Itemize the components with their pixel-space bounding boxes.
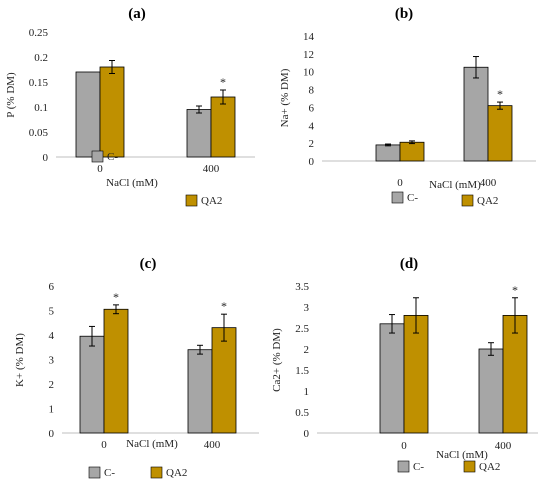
bar-qa2-0 (403, 314, 429, 434)
panel-label: (a) (128, 6, 146, 22)
bar-c-minus-0 (79, 335, 105, 434)
legend-swatch (150, 466, 163, 479)
y-tick-label: 14 (303, 31, 315, 43)
bar-qa2-0 (99, 66, 125, 158)
y-tick-label: 12 (303, 49, 314, 61)
y-tick-label: 6 (309, 102, 315, 114)
significance-star: * (221, 299, 227, 313)
y-axis-label: Na+ (% DM) (279, 68, 291, 127)
y-tick-label: 0 (43, 152, 49, 164)
legend-swatch (185, 194, 198, 207)
bar-c-minus-400 (186, 109, 212, 158)
bar-qa2-400 (487, 105, 513, 162)
y-tick-label: 10 (303, 67, 315, 79)
y-tick-label: 2 (304, 344, 310, 356)
y-axis-label: K+ (% DM) (14, 333, 26, 387)
legend-label: C- (107, 151, 118, 163)
y-tick-label: 0.2 (34, 52, 48, 64)
bar-c-minus-400 (187, 349, 213, 434)
bar-qa2-400 (210, 96, 236, 158)
bar-c-minus-0 (375, 144, 401, 162)
significance-star: * (512, 283, 518, 297)
bar-qa2-0 (103, 308, 129, 434)
x-tick-label: 0 (397, 177, 403, 189)
y-tick-label: 0 (309, 156, 315, 168)
y-tick-label: 2.5 (295, 323, 309, 335)
panel-label: (b) (395, 6, 413, 22)
significance-star: * (497, 87, 503, 101)
y-tick-label: 0.05 (29, 127, 49, 139)
legend-swatch (91, 150, 104, 163)
y-tick-label: 4 (49, 330, 55, 342)
x-tick-label: 400 (203, 163, 220, 175)
x-axis-label: NaCl (mM) (429, 179, 481, 191)
y-axis-label: Ca2+ (% DM) (271, 328, 283, 392)
x-axis-label: NaCl (mM) (126, 438, 178, 450)
x-tick-label: 0 (101, 439, 107, 451)
y-tick-label: 0.1 (34, 102, 48, 114)
bar-qa2-400 (211, 327, 237, 434)
legend-label: C- (413, 461, 424, 473)
y-tick-label: 0.15 (29, 77, 49, 89)
y-tick-label: 0 (49, 428, 55, 440)
bar-c-minus-400 (478, 348, 504, 434)
x-tick-label: 400 (495, 440, 512, 452)
bar-c-minus-0 (75, 71, 101, 158)
y-tick-label: 1 (49, 404, 55, 416)
legend-swatch (463, 460, 476, 473)
significance-star: * (220, 75, 226, 89)
y-tick-label: 6 (49, 281, 55, 293)
x-tick-label: 400 (204, 439, 221, 451)
chart-panel-3: (d) 0 0.5 1 1.5 2 2.5 3 3.5 0 400 * NaCl (mM) Ca2+ (%… (271, 256, 538, 473)
x-tick-label: 0 (97, 163, 103, 175)
legend-swatch (397, 460, 410, 473)
y-tick-label: 3.5 (295, 281, 309, 293)
legend-label: QA2 (477, 195, 498, 207)
y-tick-label: 3 (49, 355, 55, 367)
legend-label: C- (407, 192, 418, 204)
bar-qa2-400 (502, 314, 528, 434)
y-tick-label: 2 (49, 379, 55, 391)
legend-label: QA2 (201, 195, 222, 207)
panel-label: (d) (400, 256, 418, 272)
legend-label: C- (104, 467, 115, 479)
legend-swatch (88, 466, 101, 479)
y-tick-label: 0 (304, 428, 310, 440)
panel-label: (c) (140, 256, 157, 272)
x-axis-label: NaCl (mM) (106, 177, 158, 189)
y-tick-label: 5 (49, 306, 55, 318)
y-tick-label: 4 (309, 120, 315, 132)
y-tick-label: 1.5 (295, 365, 309, 377)
bar-c-minus-400 (463, 66, 489, 162)
bar-c-minus-0 (379, 323, 405, 434)
chart-panel-0: (a) 0 0.05 0.1 0.15 0.2 0.25 0 400 * NaCl (mM) P (%… (5, 6, 255, 207)
x-axis-label: NaCl (mM) (436, 449, 488, 461)
y-tick-label: 3 (304, 302, 310, 314)
chart-panel-2: (c) 0 1 2 3 4 5 6 0 400 * * NaCl (mM) K+ (% DM) C- QA2 (14, 256, 259, 479)
y-tick-label: 8 (309, 85, 315, 97)
bar-qa2-0 (399, 141, 425, 162)
legend-label: QA2 (479, 461, 500, 473)
chart-panel-1: (b) 0 2 4 6 8 10 12 14 0 400 * NaCl (mM) Na+ (% DM) C-… (279, 6, 536, 207)
y-tick-label: 0.5 (295, 407, 309, 419)
legend-swatch (391, 191, 404, 204)
legend-label: QA2 (166, 467, 187, 479)
legend-swatch (461, 194, 474, 207)
significance-star: * (113, 290, 119, 304)
y-tick-label: 1 (304, 386, 310, 398)
x-tick-label: 0 (401, 440, 407, 452)
y-tick-label: 0.25 (29, 27, 49, 39)
x-tick-label: 400 (480, 177, 497, 189)
y-tick-label: 2 (309, 138, 315, 150)
y-axis-label: P (% DM) (5, 72, 17, 118)
